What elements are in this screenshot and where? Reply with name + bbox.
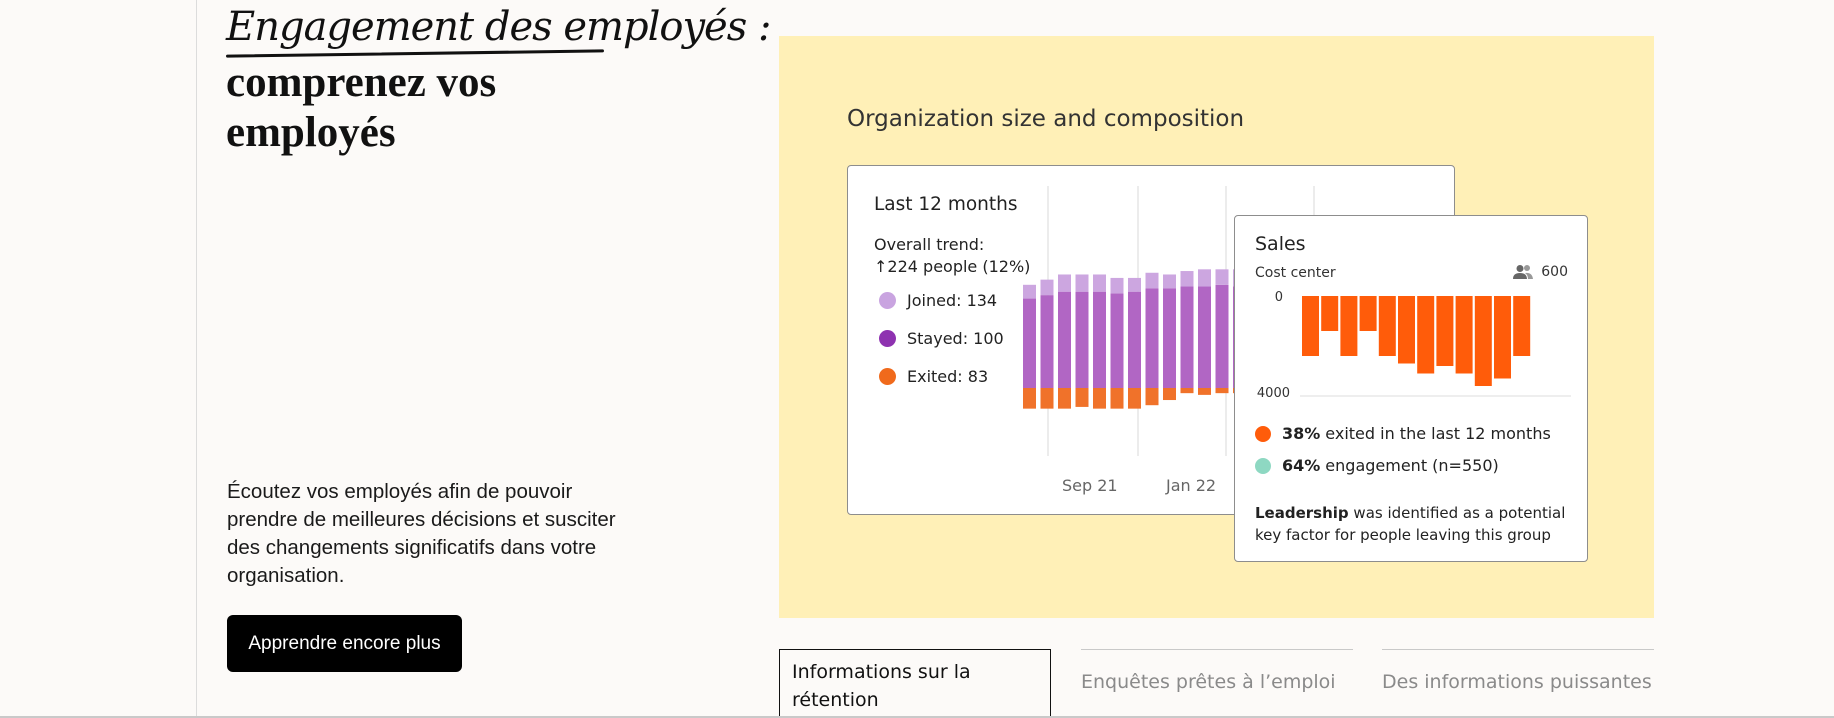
sales-bar [1513, 296, 1531, 356]
people-icon [1513, 265, 1534, 279]
stayed-dot [879, 330, 896, 347]
joined-bar [1128, 277, 1141, 292]
exited-bar [1145, 388, 1159, 406]
exited-bar [1110, 388, 1124, 409]
hero-headline: comprenez vos employés [226, 59, 497, 156]
leadership-note: Leadership was identified as a potential… [1255, 502, 1575, 546]
people-count: 600 [1513, 264, 1568, 280]
y-tick-label: 4000 [1257, 386, 1290, 401]
stayed-bar [1128, 291, 1141, 388]
joined-bar [1215, 269, 1229, 285]
joined-bar [1163, 274, 1176, 289]
joined-bar [1093, 274, 1106, 292]
tab-ready-surveys[interactable]: Enquêtes prêtes à l’emploi [1081, 649, 1353, 718]
exited-bar [1180, 388, 1194, 394]
engagement-stat-text: engagement (n=550) [1325, 456, 1499, 475]
sales-bar [1417, 296, 1435, 374]
stayed-bar [1180, 286, 1194, 388]
joined-bar [1058, 274, 1071, 292]
exit-dot [1255, 425, 1271, 442]
tab-retention-insights[interactable]: Informations sur la rétention [779, 649, 1051, 718]
exited-bar [1128, 388, 1141, 409]
y-tick-label: 0 [1275, 290, 1283, 305]
tab-powerful-insights[interactable]: Des informations puissantes [1382, 649, 1654, 718]
sales-bar [1302, 296, 1319, 356]
joined-bar [1110, 277, 1124, 294]
bottom-divider [0, 716, 1834, 718]
stayed-bar [1040, 295, 1054, 388]
exited-bar [1163, 388, 1176, 401]
trend-label: Overall trend: [874, 235, 985, 254]
eyebrow-underline [225, 49, 605, 58]
panel-title: Organization size and composition [847, 106, 1245, 132]
x-tick-label: Jan 22 [1166, 476, 1217, 495]
sales-card: 0 4000 Sales Cost center 600 38% exited i… [1234, 215, 1588, 562]
stayed-bar [1110, 293, 1124, 388]
legend-label: Exited: 83 [907, 367, 989, 386]
legend-label: Stayed: 100 [907, 329, 1004, 348]
exited-bar [1198, 388, 1211, 395]
stayed-bar [1075, 291, 1089, 388]
sales-bar [1378, 296, 1396, 356]
stayed-bar [1023, 298, 1036, 388]
sales-title: Sales [1255, 233, 1306, 255]
joined-bar [1075, 274, 1089, 292]
joined-bar [1180, 271, 1194, 287]
exited-dot [879, 368, 896, 385]
hero-description: Écoutez vos employés afin de pouvoir pre… [227, 480, 616, 587]
joined-bar [1040, 279, 1054, 296]
stayed-bar [1163, 288, 1176, 388]
stayed-bar [1058, 291, 1071, 388]
trend-value: ↑224 people (12%) [874, 257, 1031, 276]
engagement-dot [1255, 457, 1271, 474]
joined-bar [1145, 272, 1159, 289]
exit-stat-text: exited in the last 12 months [1325, 424, 1551, 443]
card-title: Last 12 months [874, 194, 1018, 215]
sales-bar [1494, 296, 1511, 379]
note-text: was identified as a potential key factor… [1255, 504, 1566, 544]
left-divider [196, 0, 197, 718]
hero-eyebrow: Engagement des employés : [226, 4, 771, 50]
sales-bar [1398, 296, 1415, 364]
overall-trend: Overall trend: ↑224 people (12%) [874, 234, 1030, 278]
legend-label: Joined: 134 [907, 291, 998, 310]
people-count-value: 600 [1541, 264, 1568, 280]
exited-bar [1058, 388, 1071, 409]
engagement-stat: 64% engagement (n=550) [1255, 456, 1499, 475]
legend-stayed: Stayed: 100 [879, 329, 1079, 348]
exited-bar [1040, 388, 1054, 409]
exited-bar [1075, 388, 1089, 407]
feature-panel: Organization size and composition Last 1… [779, 36, 1654, 618]
sales-bar [1436, 296, 1454, 366]
learn-more-button[interactable]: Apprendre encore plus [227, 615, 462, 672]
legend-joined: Joined: 134 [879, 291, 1079, 310]
exit-stat-value: 38% [1282, 424, 1321, 443]
joined-dot [879, 292, 896, 309]
exited-bar [1215, 388, 1229, 394]
exit-stat: 38% exited in the last 12 months [1255, 424, 1551, 443]
exited-bar [1023, 388, 1036, 409]
sales-bar [1455, 296, 1473, 374]
stayed-bar [1093, 291, 1106, 388]
sales-bar [1340, 296, 1358, 356]
stayed-bar [1198, 286, 1211, 388]
cost-center-label: Cost center [1255, 265, 1336, 281]
stayed-bar [1215, 284, 1229, 388]
note-bold: Leadership [1255, 504, 1349, 522]
exited-bar [1093, 388, 1106, 409]
engagement-stat-value: 64% [1282, 456, 1321, 475]
sales-exit-chart: 0 4000 [1257, 290, 1571, 401]
joined-bar [1023, 284, 1036, 299]
x-tick-label: Sep 21 [1062, 476, 1118, 495]
legend-exited: Exited: 83 [879, 367, 1079, 386]
stayed-bar [1145, 288, 1159, 388]
sales-bar [1359, 296, 1377, 331]
sales-bar [1474, 296, 1492, 386]
joined-bar [1198, 269, 1211, 287]
sales-bar [1321, 296, 1339, 331]
